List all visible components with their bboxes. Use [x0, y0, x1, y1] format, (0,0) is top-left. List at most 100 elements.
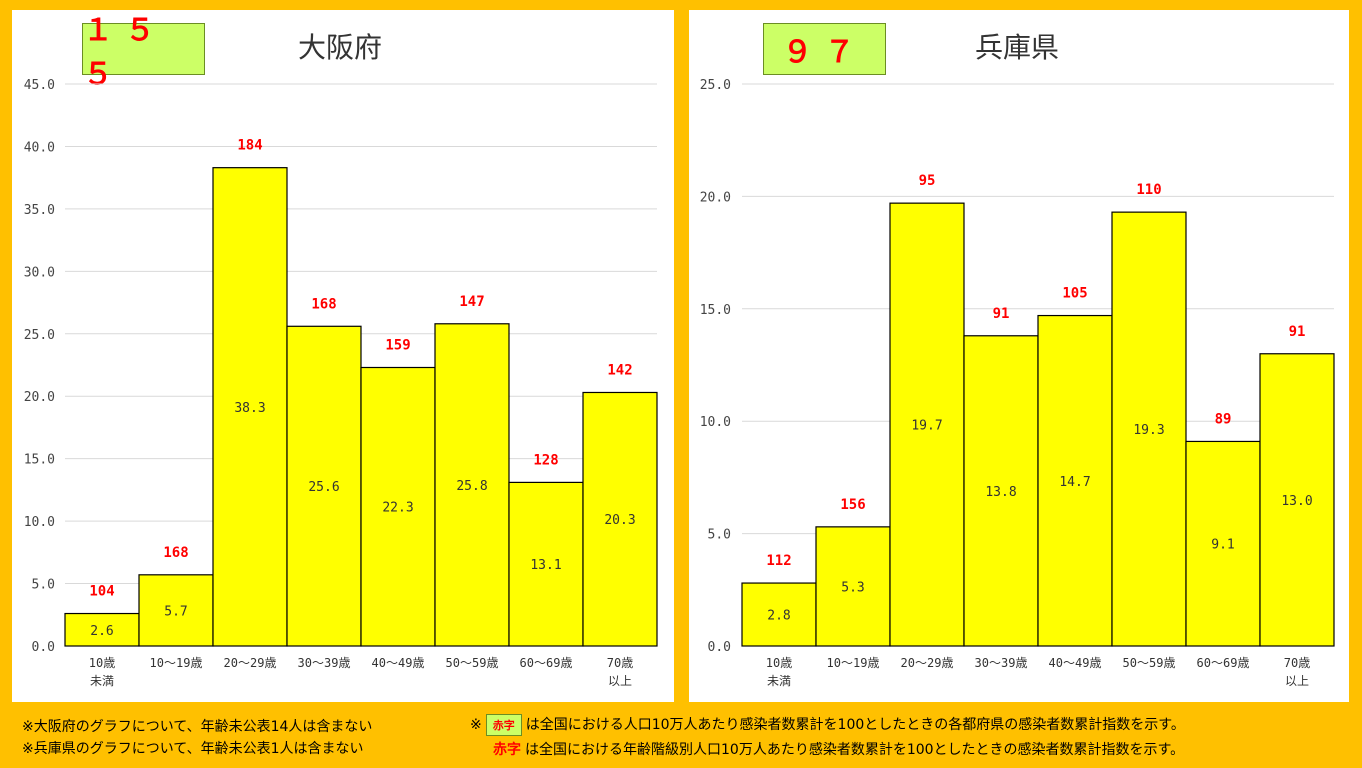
bar-index-label: 105: [1062, 286, 1087, 302]
x-category-label: 70歳: [607, 656, 633, 670]
y-tick-label: 0.0: [32, 640, 55, 655]
bar: [963, 335, 1039, 647]
x-category-label: 60～69歳: [520, 656, 573, 670]
y-tick-label: 35.0: [24, 203, 55, 218]
bar-index-label: 168: [311, 296, 336, 312]
bar-value-label: 20.3: [604, 513, 635, 528]
bar-value-label: 25.8: [456, 479, 487, 494]
bar-index-label: 184: [237, 138, 262, 154]
bar-index-label: 168: [163, 545, 188, 561]
legend-index-swatch: 赤字: [485, 714, 522, 736]
footer-legend-prefecture-index: ※ 赤字 は全国における人口10万人あたり感染者数累計を100としたときの各都府県の…: [470, 714, 1185, 736]
footer-note-osaka: ※大阪府のグラフについて、年齢未公表14人は含まない: [22, 719, 373, 735]
bar: [212, 167, 288, 647]
y-tick-label: 0.0: [708, 640, 731, 655]
footer-legend-age-index: 赤字 は全国における年齢階級別人口10万人あたり感染者数累計を100としたときの感…: [493, 739, 1184, 759]
y-tick-label: 15.0: [24, 453, 55, 468]
bar-value-label: 19.7: [911, 419, 942, 434]
bar: [1037, 314, 1113, 647]
bar: [582, 391, 658, 647]
bar-index-label: 91: [1289, 324, 1306, 340]
x-category-label: 50～59歳: [446, 656, 499, 670]
hyogo-index-box: ９７: [763, 23, 886, 75]
x-category-label: 10～19歳: [827, 656, 880, 670]
bar-value-label: 2.6: [90, 624, 113, 639]
x-category-label: 40～49歳: [1049, 656, 1102, 670]
bar-index-label: 112: [766, 553, 791, 569]
bar-value-label: 5.3: [841, 580, 864, 595]
osaka-chart-panel: １５５ 大阪府 0.0 5.0 10.0 15.0 20.0 25.0 30.0 35.0 40…: [12, 10, 674, 702]
hyogo-chart-panel: ９７ 兵庫県 0.0 5.0 10.0 15.0 20.0 25.0 2.8 112 10歳未満…: [689, 10, 1349, 702]
bar: [1111, 211, 1187, 647]
bar-value-label: 9.1: [1211, 538, 1234, 553]
y-tick-label: 25.0: [24, 328, 55, 343]
bar-value-label: 13.8: [985, 485, 1016, 500]
bar: [1185, 440, 1261, 647]
x-category-label: 30～39歳: [975, 656, 1028, 670]
y-tick-label: 30.0: [24, 265, 55, 280]
x-category-label: 50～59歳: [1123, 656, 1176, 670]
bar: [360, 366, 436, 647]
bar-value-label: 19.3: [1133, 423, 1164, 438]
bar: [889, 202, 965, 647]
bar: [508, 481, 584, 647]
y-tick-label: 10.0: [24, 515, 55, 530]
legend-age-index-text: は全国における年齢階級別人口10万人あたり感染者数累計を100としたときの感染者…: [525, 742, 1185, 758]
y-tick-label: 20.0: [700, 190, 731, 205]
bar-value-label: 25.6: [308, 480, 339, 495]
bar: [434, 323, 510, 647]
bar-index-label: 95: [919, 173, 936, 189]
y-tick-label: 5.0: [32, 578, 55, 593]
y-tick-label: 40.0: [24, 140, 55, 155]
y-tick-label: 20.0: [24, 390, 55, 405]
bar-index-label: 89: [1215, 411, 1232, 427]
hyogo-chart-title: 兵庫県: [975, 31, 1060, 64]
bar-value-label: 2.8: [767, 609, 790, 624]
legend-prefecture-index-text: は全国における人口10万人あたり感染者数累計を100としたときの各都府県の感染者…: [525, 717, 1185, 733]
x-category-label: 30～39歳: [298, 656, 351, 670]
x-category-label: 10歳: [89, 656, 115, 670]
bar-index-label: 104: [89, 584, 114, 600]
y-tick-label: 5.0: [708, 528, 731, 543]
x-category-label: 20～29歳: [901, 656, 954, 670]
bar-index-label: 91: [993, 306, 1010, 322]
y-tick-label: 45.0: [24, 78, 55, 93]
bar-value-label: 13.0: [1281, 494, 1312, 509]
legend-red-word: 赤字: [493, 742, 521, 758]
bar-value-label: 38.3: [234, 401, 265, 416]
y-tick-label: 25.0: [700, 78, 731, 93]
bar-value-label: 5.7: [164, 604, 187, 619]
bar-value-label: 22.3: [382, 501, 413, 516]
bar-index-label: 128: [533, 452, 558, 468]
bar-index-label: 159: [385, 337, 410, 353]
bar-value-label: 14.7: [1059, 475, 1090, 490]
bar: [1259, 353, 1335, 647]
x-category-label: 70歳: [1284, 656, 1310, 670]
x-category-label: 未満: [767, 674, 791, 688]
x-category-label: 未満: [90, 674, 114, 688]
bar: [64, 612, 140, 647]
x-category-label: 20～29歳: [224, 656, 277, 670]
x-category-label: 以上: [1285, 674, 1309, 688]
bar: [741, 582, 817, 647]
bar-index-label: 147: [459, 294, 484, 310]
bar-value-label: 13.1: [530, 558, 561, 573]
x-category-label: 40～49歳: [372, 656, 425, 670]
bar-index-label: 156: [840, 497, 865, 513]
bar-index-label: 110: [1136, 182, 1161, 198]
y-tick-label: 15.0: [700, 303, 731, 318]
footer-note-hyogo: ※兵庫県のグラフについて、年齢未公表1人は含まない: [22, 741, 364, 757]
legend-prefix: ※: [470, 717, 482, 733]
bar: [815, 526, 891, 647]
bar-index-label: 142: [607, 362, 632, 378]
bar: [286, 325, 362, 647]
y-tick-label: 10.0: [700, 415, 731, 430]
x-category-label: 10歳: [766, 656, 792, 670]
x-category-label: 10～19歳: [150, 656, 203, 670]
osaka-bar-chart: 0.0 5.0 10.0 15.0 20.0 25.0 30.0 35.0 40.0 45.0 2.…: [24, 78, 658, 688]
x-category-label: 60～69歳: [1197, 656, 1250, 670]
bar: [138, 574, 214, 647]
x-category-label: 以上: [608, 674, 632, 688]
osaka-chart-title: 大阪府: [298, 31, 383, 64]
